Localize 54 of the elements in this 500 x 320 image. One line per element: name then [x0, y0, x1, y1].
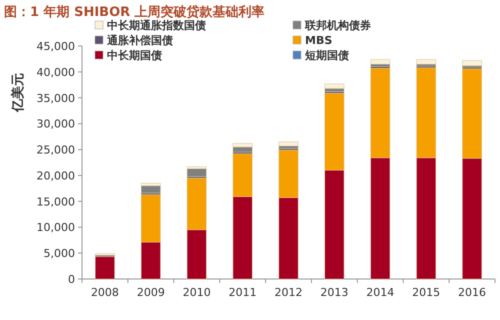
legend-label: 中长期通胀指数国债: [107, 19, 206, 32]
x-tick-label: 2013: [320, 286, 348, 299]
x-tick-label: 2012: [274, 286, 302, 299]
bar: [462, 158, 482, 280]
x-tick-label: 2014: [366, 286, 394, 299]
bar: [416, 67, 436, 158]
bar: [278, 197, 298, 280]
bar: [232, 153, 252, 197]
bar: [186, 168, 207, 177]
x-tick-label: 2009: [136, 286, 165, 299]
x-tick-label: 2015: [412, 286, 440, 299]
legend-label: 中长期国债: [107, 49, 162, 62]
y-tick-label: 15,000: [36, 195, 75, 208]
chart-title: 图：1 年期 SHIBOR 上周突破贷款基础利率: [4, 4, 265, 20]
x-tick-label: 2016: [458, 286, 486, 299]
bar: [324, 92, 344, 171]
legend-label: MBS: [305, 34, 332, 47]
bar: [278, 150, 298, 198]
bar: [232, 196, 252, 280]
legend-label: 联邦机构债券: [304, 19, 372, 32]
bar: [462, 68, 482, 159]
y-tick-label: 45,000: [36, 40, 75, 53]
y-tick-label: 0: [68, 273, 75, 286]
y-tick-label: 35,000: [36, 92, 75, 105]
bar: [416, 59, 436, 64]
bar: [278, 142, 298, 146]
bar: [370, 158, 390, 280]
bar: [370, 68, 390, 158]
y-tick-label: 10,000: [36, 221, 75, 234]
bar: [140, 182, 161, 186]
y-tick-label: 40,000: [36, 66, 75, 79]
x-tick-label: 2011: [228, 286, 257, 299]
bar: [140, 194, 161, 242]
bar: [140, 242, 161, 280]
x-tick-label: 2008: [90, 286, 119, 299]
bar: [186, 166, 207, 169]
y-tick-label: 25,000: [36, 144, 75, 157]
bar: [462, 60, 482, 66]
bar: [324, 84, 344, 89]
legend-label: 通胀补偿国债: [106, 34, 173, 47]
bar: [95, 256, 115, 280]
bar: [140, 186, 161, 194]
x-tick-label: 2010: [182, 286, 211, 299]
bar: [416, 158, 436, 280]
y-tick-label: 5,000: [44, 247, 75, 260]
y-tick-label: 30,000: [36, 118, 75, 131]
legend-label: 短期国债: [304, 49, 349, 62]
bar: [186, 230, 207, 280]
y-axis-title: 亿美元: [10, 73, 26, 113]
bar: [232, 143, 252, 148]
bar: [186, 178, 207, 230]
bar: [370, 59, 390, 64]
y-tick-label: 20,000: [36, 169, 75, 182]
bar: [324, 170, 344, 280]
